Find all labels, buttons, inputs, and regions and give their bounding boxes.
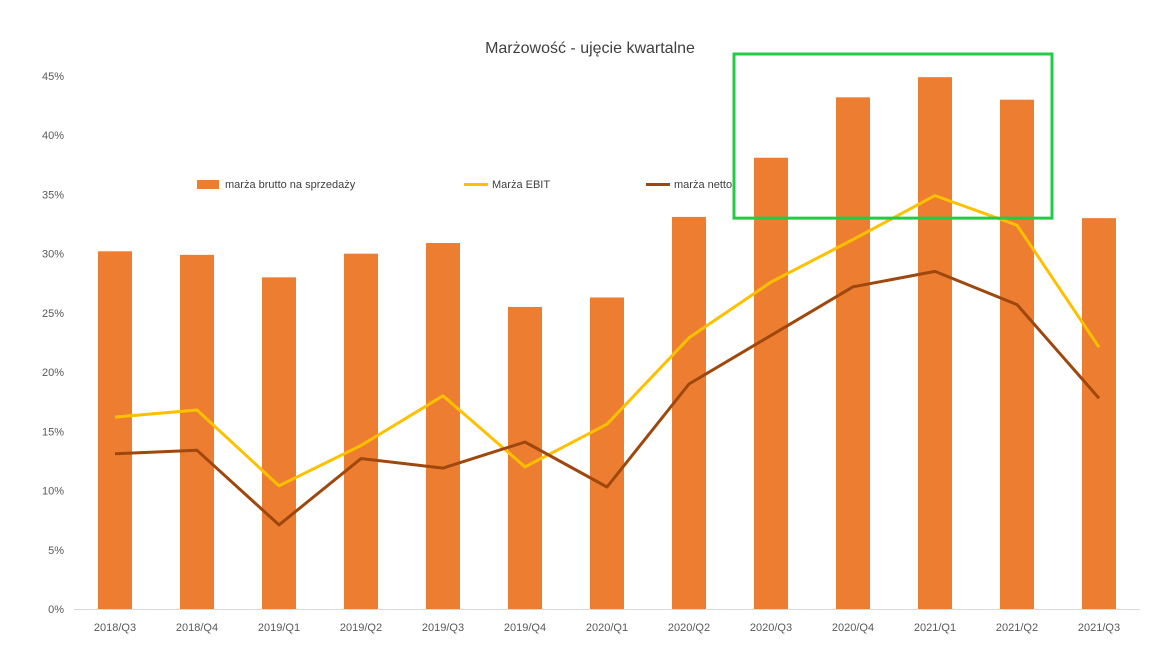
annotations (732, 52, 1054, 220)
x-tick-label: 2020/Q2 (668, 622, 710, 634)
bar (590, 297, 624, 609)
y-axis-ticks: 0% 5% 10% 15% 20% 25% 30% 35% 40% 45% (42, 71, 64, 616)
y-tick-label: 10% (42, 486, 64, 498)
x-tick-label: 2020/Q3 (750, 622, 792, 634)
x-tick-label: 2019/Q4 (504, 622, 546, 634)
x-tick-label: 2020/Q1 (586, 622, 628, 634)
y-tick-label: 30% (42, 249, 64, 261)
x-tick-label: 2020/Q4 (832, 622, 874, 634)
x-tick-label: 2018/Q3 (94, 622, 136, 634)
y-tick-label: 40% (42, 130, 64, 142)
x-tick-label: 2021/Q1 (914, 622, 956, 634)
bar (426, 243, 460, 610)
bar (98, 251, 132, 609)
bar (1082, 218, 1116, 609)
legend: marża brutto na sprzedaży Marża EBIT marża… (197, 179, 732, 191)
y-tick-label: 25% (42, 308, 64, 320)
legend-label: Marża EBIT (492, 179, 550, 191)
bar (672, 216, 706, 609)
line-series (114, 194, 1101, 527)
y-tick-label: 45% (42, 71, 64, 83)
x-tick-label: 2019/Q3 (422, 622, 464, 634)
series-line (114, 269, 1101, 527)
x-axis-ticks: 2018/Q3 2018/Q4 2019/Q1 2019/Q2 2019/Q3 2019/… (94, 622, 1120, 634)
legend-swatch (197, 180, 219, 189)
bar-series (98, 77, 1116, 610)
bar (344, 253, 378, 609)
x-tick-label: 2021/Q2 (996, 622, 1038, 634)
bar (836, 97, 870, 609)
y-tick-label: 35% (42, 189, 64, 201)
x-tick-label: 2018/Q4 (176, 622, 218, 634)
bar (754, 157, 788, 609)
bar (262, 277, 296, 609)
x-tick-label: 2021/Q3 (1078, 622, 1120, 634)
bar (1000, 99, 1034, 609)
series-line (114, 194, 1101, 488)
bar (918, 77, 952, 609)
highlight-box (732, 52, 1054, 220)
y-tick-label: 0% (48, 604, 64, 616)
y-tick-label: 20% (42, 367, 64, 379)
y-tick-label: 15% (42, 426, 64, 438)
x-tick-label: 2019/Q1 (258, 622, 300, 634)
y-tick-label: 5% (48, 545, 64, 557)
chart-title: Marżowość - ujęcie kwartalne (485, 40, 695, 57)
bar (180, 254, 214, 609)
legend-label: marża netto (674, 179, 732, 191)
legend-label: marża brutto na sprzedaży (225, 179, 356, 191)
x-tick-label: 2019/Q2 (340, 622, 382, 634)
